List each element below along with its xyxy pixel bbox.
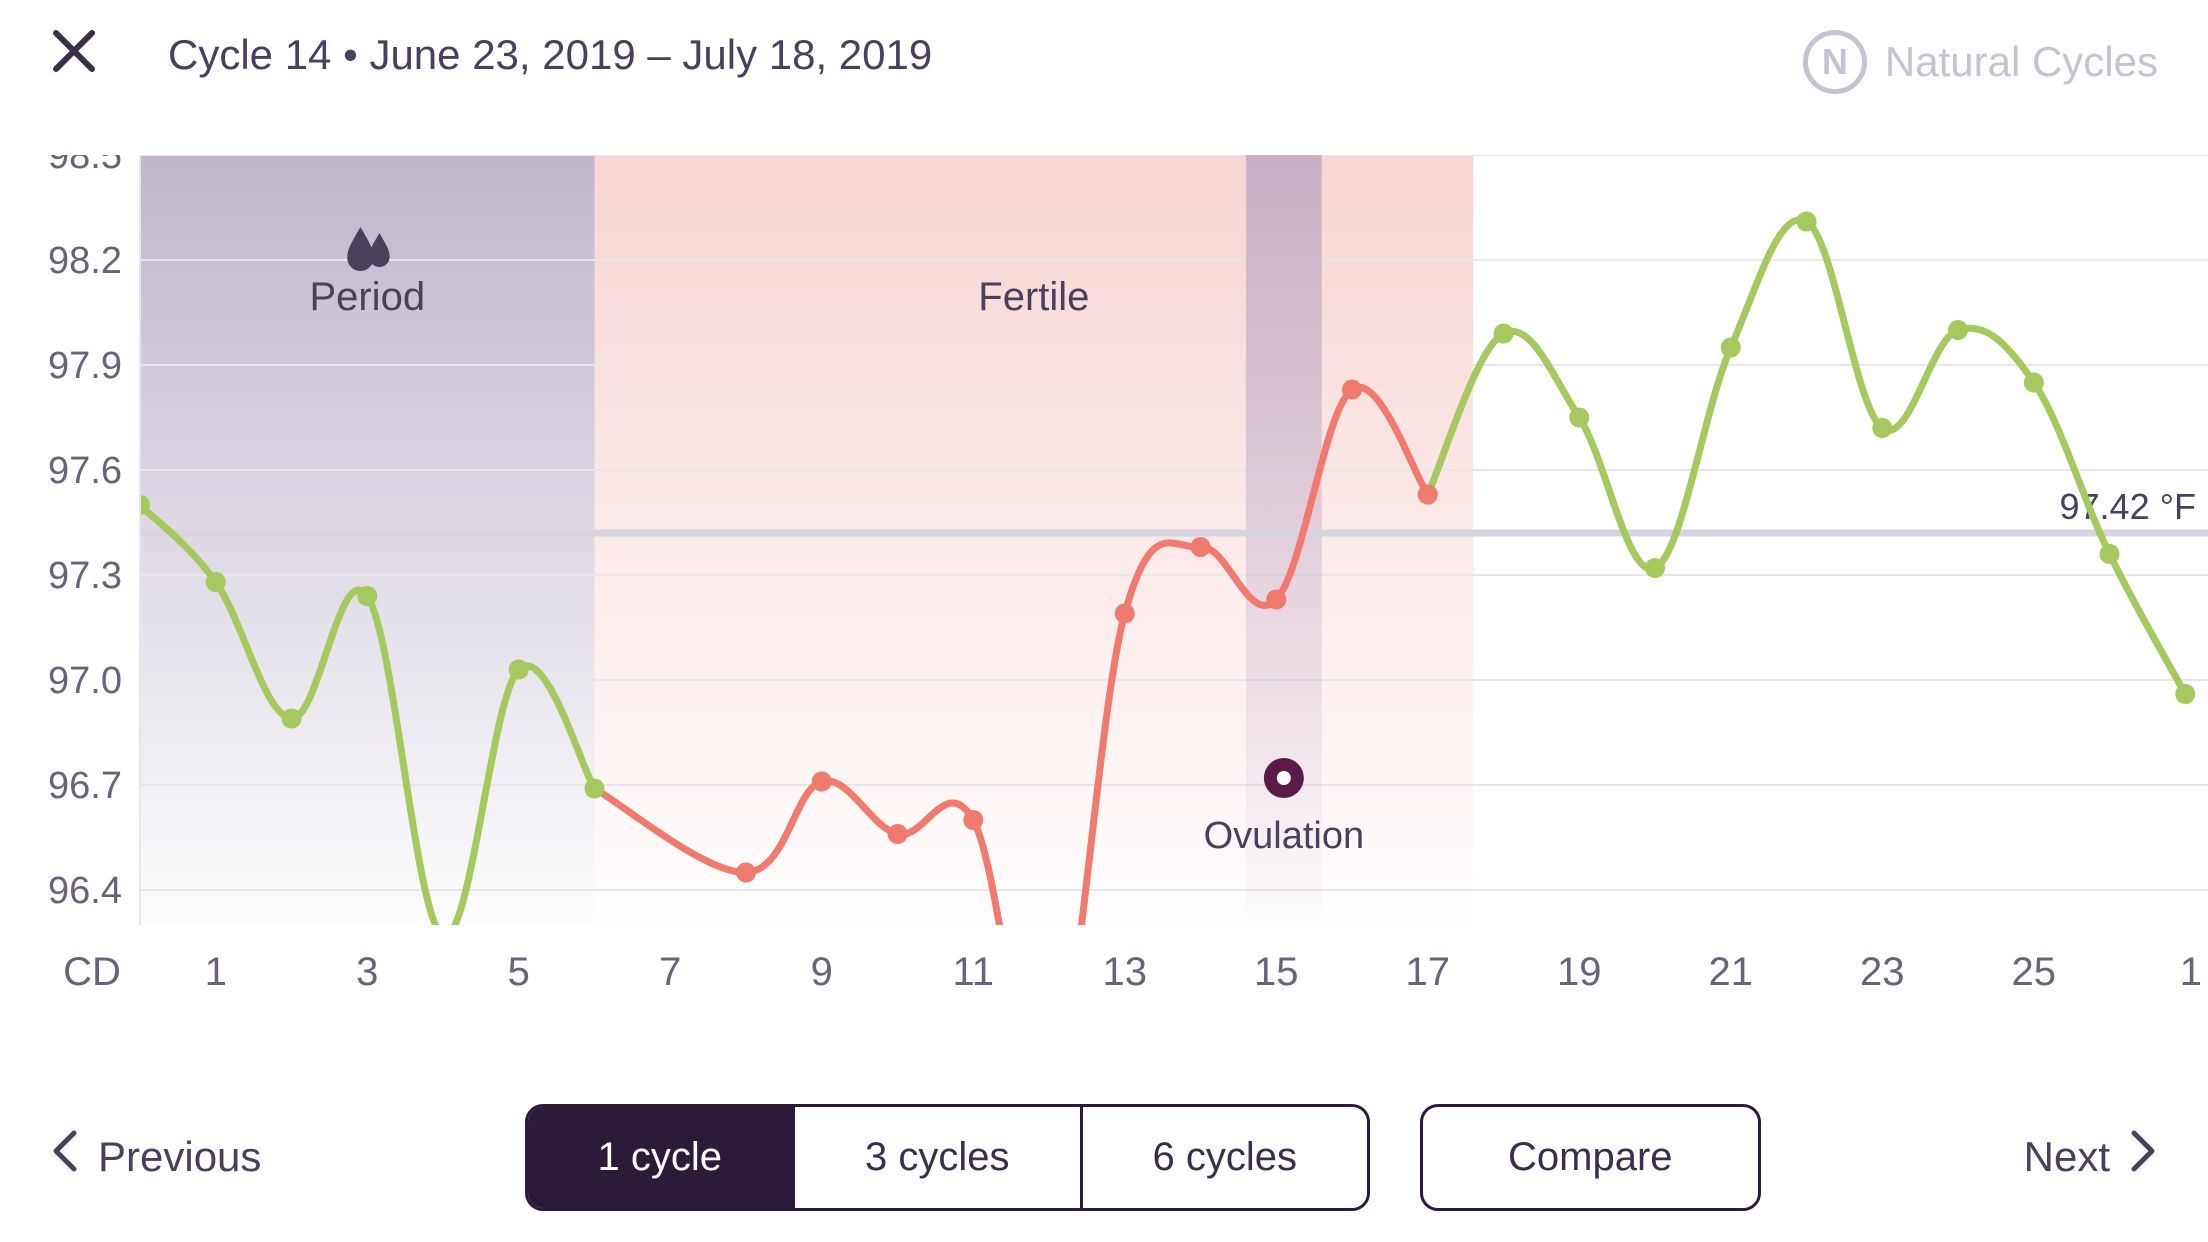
chart-point[interactable]: [1645, 558, 1665, 578]
previous-label: Previous: [98, 1133, 261, 1181]
chart-point[interactable]: [206, 572, 226, 592]
cycle-range-segmented: 1 cycle3 cycles6 cycles: [525, 1104, 1371, 1211]
page-title: Cycle 14 • June 23, 2019 – July 18, 2019: [168, 31, 932, 79]
x-axis-title: CD: [63, 950, 121, 994]
x-tick-label: 1: [2180, 950, 2202, 994]
chart-point[interactable]: [1266, 590, 1286, 610]
cycle-range-option[interactable]: 1 cycle: [528, 1107, 796, 1208]
x-tick-label: 21: [1709, 950, 1754, 994]
chart-point[interactable]: [1191, 537, 1211, 557]
brand-text: Natural Cycles: [1885, 38, 2158, 86]
close-icon[interactable]: [50, 27, 98, 84]
chart-point[interactable]: [1418, 485, 1438, 505]
chart-zone: [595, 155, 1474, 925]
chart-point[interactable]: [1872, 418, 1892, 438]
chart-point[interactable]: [1721, 338, 1741, 358]
y-tick-label: 97.6: [48, 450, 122, 492]
zone-label: Period: [309, 275, 425, 319]
brand-icon: N: [1803, 30, 1867, 94]
x-tick-label: 3: [356, 950, 378, 994]
chart-point[interactable]: [1494, 324, 1514, 344]
y-tick-label: 96.4: [48, 870, 122, 912]
x-tick-label: 15: [1254, 950, 1299, 994]
zone-label: Fertile: [978, 275, 1089, 319]
chart-point[interactable]: [2175, 684, 2195, 704]
y-tick-label: 97.9: [48, 345, 122, 387]
cycle-range-option[interactable]: 3 cycles: [795, 1107, 1083, 1208]
chart-point[interactable]: [357, 586, 377, 606]
chart-point[interactable]: [509, 660, 529, 680]
chart-line: [1428, 220, 2186, 694]
x-tick-label: 19: [1557, 950, 1602, 994]
y-tick-label: 97.0: [48, 660, 122, 702]
header: Cycle 14 • June 23, 2019 – July 18, 2019…: [0, 0, 2208, 110]
chart-point[interactable]: [812, 772, 832, 792]
ovulation-label: Ovulation: [1204, 815, 1365, 857]
next-label: Next: [2024, 1133, 2110, 1181]
chart-point[interactable]: [736, 863, 756, 883]
chevron-left-icon: [50, 1129, 78, 1185]
chevron-right-icon: [2130, 1129, 2158, 1185]
chart-point[interactable]: [1797, 212, 1817, 232]
footer: Previous 1 cycle3 cycles6 cycles Compare…: [0, 1072, 2208, 1242]
x-tick-label: 7: [659, 950, 681, 994]
chart-point[interactable]: [585, 779, 605, 799]
chart-point[interactable]: [2024, 373, 2044, 393]
y-tick-label: 97.3: [48, 555, 122, 597]
next-button[interactable]: Next: [2024, 1129, 2158, 1185]
brand-logo: N Natural Cycles: [1803, 30, 2158, 94]
x-tick-label: 5: [508, 950, 530, 994]
y-tick-label: 98.2: [48, 240, 122, 282]
chart-zone: [140, 155, 595, 925]
x-tick-label: 17: [1406, 950, 1451, 994]
x-tick-label: 25: [2012, 950, 2057, 994]
y-tick-label: 96.7: [48, 765, 122, 807]
chart-point[interactable]: [282, 709, 302, 729]
chart-point[interactable]: [1948, 320, 1968, 340]
temperature-chart[interactable]: PeriodFertileOvulation97.42 °F96.496.797…: [30, 155, 2208, 1045]
chart-point[interactable]: [963, 810, 983, 830]
chart-zone: [1246, 155, 1322, 925]
x-tick-label: 9: [811, 950, 833, 994]
previous-button[interactable]: Previous: [50, 1129, 261, 1185]
x-tick-label: 23: [1860, 950, 1905, 994]
compare-button[interactable]: Compare: [1420, 1104, 1761, 1211]
chart-point[interactable]: [2100, 544, 2120, 564]
x-tick-label: 13: [1103, 950, 1148, 994]
chart-point[interactable]: [1115, 604, 1135, 624]
y-tick-label: 98.5: [48, 155, 122, 177]
cycle-range-option[interactable]: 6 cycles: [1083, 1107, 1368, 1208]
x-tick-label: 11: [952, 950, 994, 994]
chart-point[interactable]: [888, 824, 908, 844]
x-tick-label: 1: [205, 950, 227, 994]
chart-point[interactable]: [1342, 380, 1362, 400]
chart-point[interactable]: [1569, 408, 1589, 428]
